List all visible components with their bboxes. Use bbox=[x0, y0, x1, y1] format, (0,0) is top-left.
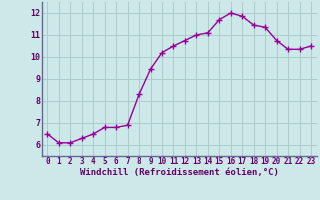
X-axis label: Windchill (Refroidissement éolien,°C): Windchill (Refroidissement éolien,°C) bbox=[80, 168, 279, 177]
